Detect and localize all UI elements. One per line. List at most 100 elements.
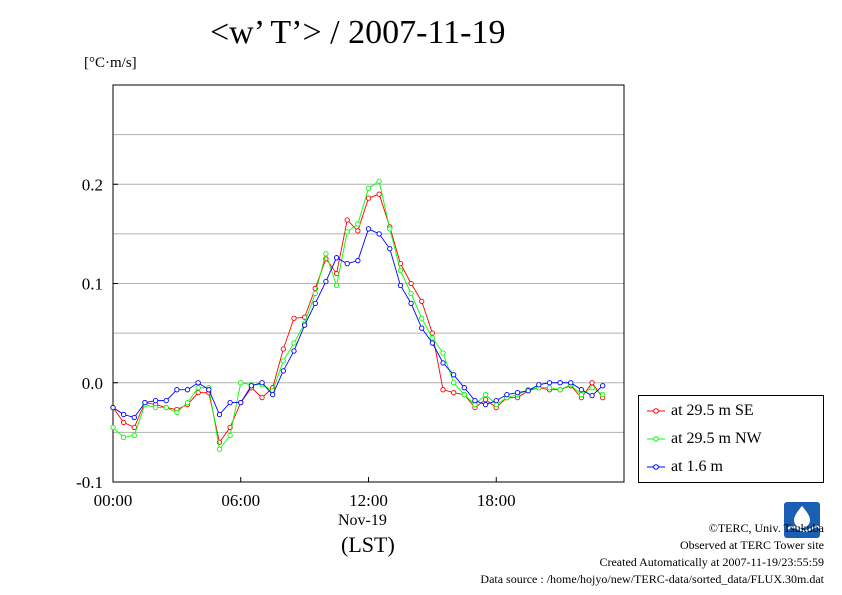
data-point [504,392,510,398]
data-point [323,251,329,257]
terc-logo-icon [784,502,820,538]
data-point [365,195,372,201]
data-point [408,290,414,297]
data-point [323,278,329,285]
data-point [344,260,350,267]
y-tick-label: 0.1 [82,275,103,294]
data-point [270,392,276,398]
data-point [578,392,585,398]
legend-label-1-6m: at 1.6 m [671,458,723,475]
data-point [514,390,521,396]
data-point [152,397,159,404]
legend-marker-blue [647,461,665,473]
data-point [291,340,297,346]
data-point [600,392,606,398]
data-point [419,325,425,331]
legend-marker-green [647,433,665,445]
x-tick-label: 00:00 [94,491,133,510]
y-tick-label: 0.0 [82,374,103,393]
data-point [397,282,404,289]
legend-label-nw: at 29.5 m NW [671,430,762,447]
data-point [429,340,436,346]
data-point [482,401,489,408]
legend-item-se: at 29.5 m SE [647,400,754,422]
data-point [536,382,542,388]
data-point [557,387,563,393]
data-point [387,226,393,232]
data-point [376,231,382,237]
data-point [397,267,404,274]
legend-item-nw: at 29.5 m NW [647,428,762,450]
data-point [440,360,446,366]
credit-site: Observed at TERC Tower site [679,538,824,552]
data-point [195,385,201,391]
data-point [387,246,393,252]
data-point [110,424,116,431]
credit-created: Created Automatically at 2007-11-19/23:5… [599,555,824,569]
data-point [238,380,244,386]
data-point [195,380,201,386]
data-point [291,348,297,354]
data-point [451,380,457,386]
data-point [482,396,489,403]
data-point [110,404,116,411]
axis-ticks: -0.1 0.0 0.1 0.2 00:00 06:00 12:00 18:00 [76,175,516,510]
x-tick-label: 12:00 [349,491,388,510]
data-point [227,399,233,406]
data-point [280,346,286,352]
data-point [472,397,478,404]
data-point [600,383,606,389]
data-point [248,383,255,389]
data-point [163,404,169,411]
data-point [206,387,212,393]
data-point [440,387,446,393]
data-point [568,380,574,386]
data-point [376,178,382,184]
data-point [120,419,127,426]
x-tick-label: 18:00 [477,491,516,510]
x-axis-label: (LST) [341,532,395,557]
data-point [142,399,148,406]
data-point [408,280,414,287]
data-point [344,229,350,235]
data-point [120,411,127,418]
data-point [259,394,265,401]
y-tick-label: 0.2 [82,175,103,194]
data-point [429,335,436,341]
data-point [216,446,223,452]
data-point [461,385,467,391]
data-point [525,388,531,394]
data-point [419,298,425,305]
legend-item-1-6m: at 1.6 m [647,456,723,478]
data-point [238,399,244,406]
data-point [333,255,340,261]
data-point [131,432,137,439]
data-point [120,434,127,440]
y-axis-unit: [°C·m/s] [84,55,137,71]
data-point [227,432,233,439]
data-point [333,270,340,277]
legend: at 29.5 m SE at 29.5 m NW at 1.6 m [638,395,824,483]
data-point [131,414,137,421]
data-point [578,387,585,393]
chart-title: <w’ T’> / 2007-11-19 [210,14,506,51]
x-date-label: Nov-19 [338,512,387,529]
data-point [589,393,595,399]
data-point [451,390,457,396]
data-point [163,397,169,404]
data-point [557,380,563,386]
data-point [280,358,286,364]
data-point [280,368,286,374]
data-point [301,322,308,328]
data-point [419,315,425,321]
data-point [355,258,361,264]
data-point [365,226,372,232]
data-point [152,404,159,411]
data-point [589,385,595,391]
data-point [355,228,361,234]
data-point [174,409,180,416]
data-point [376,191,382,197]
data-point [259,380,265,386]
data-point [493,397,499,404]
